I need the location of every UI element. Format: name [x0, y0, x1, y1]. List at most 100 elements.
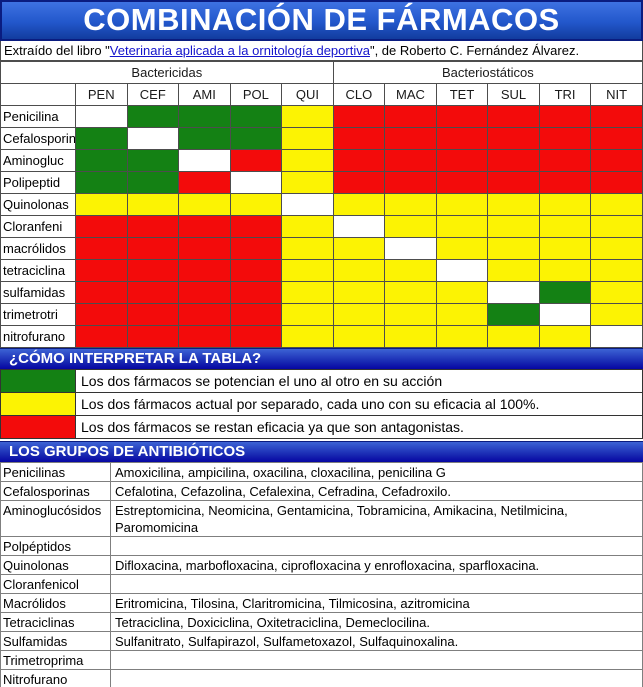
matrix-cell [178, 127, 231, 150]
matrix-cell [487, 105, 540, 128]
matrix-group-header-row: Bactericidas Bacteriostáticos [0, 61, 643, 84]
matrix-cell [435, 105, 489, 128]
matrix-cell [75, 281, 128, 304]
matrix-column-header: CEF [126, 83, 180, 106]
matrix-cell [281, 193, 334, 216]
legend-table: Los dos fármacos se potencian el uno al … [0, 369, 643, 439]
matrix-row-label: nitrofurano [0, 325, 76, 348]
antibiotic-group-drugs: Amoxicilina, ampicilina, oxacilina, clox… [110, 462, 643, 482]
matrix-cell [384, 303, 437, 326]
antibiotic-group-row: Nitrofurano [0, 669, 643, 687]
antibiotic-group-label: Penicilinas [0, 462, 111, 482]
matrix-row-label: trimetrotri [0, 303, 76, 326]
matrix-row: Aminogluc [0, 149, 643, 172]
matrix-row-label: Cefalosporin [0, 127, 76, 150]
antibiotic-group-label: Sulfamidas [0, 631, 111, 651]
matrix-cell [126, 193, 180, 216]
matrix-cell [384, 193, 437, 216]
matrix-cell [281, 259, 334, 282]
matrix-row: Cefalosporin [0, 127, 643, 150]
antibiotic-group-label: Polpéptidos [0, 536, 111, 556]
matrix-cell [126, 105, 180, 128]
matrix-cell [229, 303, 283, 326]
matrix-cell [75, 127, 128, 150]
matrix-cell [229, 259, 283, 282]
matrix-cell [487, 171, 540, 194]
subtitle: Extraído del libro "Veterinaria aplicada… [0, 41, 643, 61]
antibiotic-group-row: Trimetroprima [0, 650, 643, 670]
matrix-cell [590, 325, 643, 348]
matrix-cell [487, 215, 540, 238]
matrix-cell [435, 215, 489, 238]
matrix-cell [75, 215, 128, 238]
book-link[interactable]: Veterinaria aplicada a la ornitología de… [109, 43, 370, 58]
matrix-column-header: TET [435, 83, 489, 106]
matrix-column-header: AMI [178, 83, 231, 106]
matrix-cell [435, 127, 489, 150]
legend-text: Los dos fármacos se potencian el uno al … [75, 369, 643, 393]
matrix-cell [332, 105, 386, 128]
matrix-cell [384, 281, 437, 304]
matrix-cell [384, 325, 437, 348]
matrix-cell [538, 259, 592, 282]
matrix-cell [435, 149, 489, 172]
matrix-cell [590, 215, 643, 238]
antibiotic-group-label: Macrólidos [0, 593, 111, 613]
matrix-column-header-row: PEN CEF AMI POL QUI CLO MAC TET SUL TRI NIT [0, 83, 643, 106]
antibiotic-group-row: Polpéptidos [0, 536, 643, 556]
matrix-cell [178, 171, 231, 194]
legend-row: Los dos fármacos se restan eficacia ya q… [0, 415, 643, 439]
matrix-cell [538, 171, 592, 194]
matrix-cell [281, 303, 334, 326]
antibiotic-group-drugs: Sulfanitrato, Sulfapirazol, Sulfametoxaz… [110, 631, 643, 651]
matrix-cell [178, 259, 231, 282]
matrix-cell [126, 127, 180, 150]
subtitle-prefix: Extraído del libro " [4, 43, 110, 58]
matrix-cell [487, 325, 540, 348]
matrix-cell [538, 281, 592, 304]
matrix-row: sulfamidas [0, 281, 643, 304]
matrix-cell [126, 171, 180, 194]
matrix-cell [590, 127, 643, 150]
matrix-cell [332, 259, 386, 282]
matrix-cell [229, 193, 283, 216]
matrix-column-header: NIT [590, 83, 643, 106]
matrix-cell [75, 105, 128, 128]
matrix-cell [435, 171, 489, 194]
matrix-cell [75, 193, 128, 216]
matrix-cell [281, 237, 334, 260]
matrix-cell [281, 215, 334, 238]
antibiotic-group-drugs: Cefalotina, Cefazolina, Cefalexina, Cefr… [110, 481, 643, 501]
matrix-row-label: macrólidos [0, 237, 76, 260]
matrix-cell [435, 237, 489, 260]
matrix-group-header: Bacteriostáticos [332, 61, 643, 84]
matrix-cell [178, 281, 231, 304]
antibiotic-group-label: Cefalosporinas [0, 481, 111, 501]
matrix-cell [538, 105, 592, 128]
matrix-cell [126, 325, 180, 348]
matrix-cell [487, 237, 540, 260]
matrix-cell [281, 127, 334, 150]
antibiotic-group-row: Cloranfenicol [0, 574, 643, 594]
matrix-cell [229, 127, 283, 150]
matrix-cell [332, 215, 386, 238]
matrix-row-label: sulfamidas [0, 281, 76, 304]
antibiotic-group-row: Cefalosporinas Cefalotina, Cefazolina, Ce… [0, 481, 643, 501]
antibiotic-group-drugs: Difloxacina, marbofloxacina, ciprofloxac… [110, 555, 643, 575]
matrix-cell [75, 237, 128, 260]
legend-color-swatch [0, 369, 76, 393]
matrix-cell [538, 215, 592, 238]
antibiotic-group-drugs [110, 574, 643, 594]
matrix-row-label: Quinolonas [0, 193, 76, 216]
matrix-cell [229, 105, 283, 128]
matrix-cell [590, 303, 643, 326]
antibiotic-group-row: Macrólidos Eritromicina, Tilosina, Clarit… [0, 593, 643, 613]
matrix-cell [281, 325, 334, 348]
groups-body: Penicilinas Amoxicilina, ampicilina, oxac… [0, 462, 643, 687]
matrix-cell [332, 193, 386, 216]
matrix-cell [590, 105, 643, 128]
legend-header: ¿CÓMO INTERPRETAR LA TABLA? [0, 348, 643, 369]
matrix-cell [590, 237, 643, 260]
matrix-cell [229, 171, 283, 194]
matrix-cell [75, 171, 128, 194]
